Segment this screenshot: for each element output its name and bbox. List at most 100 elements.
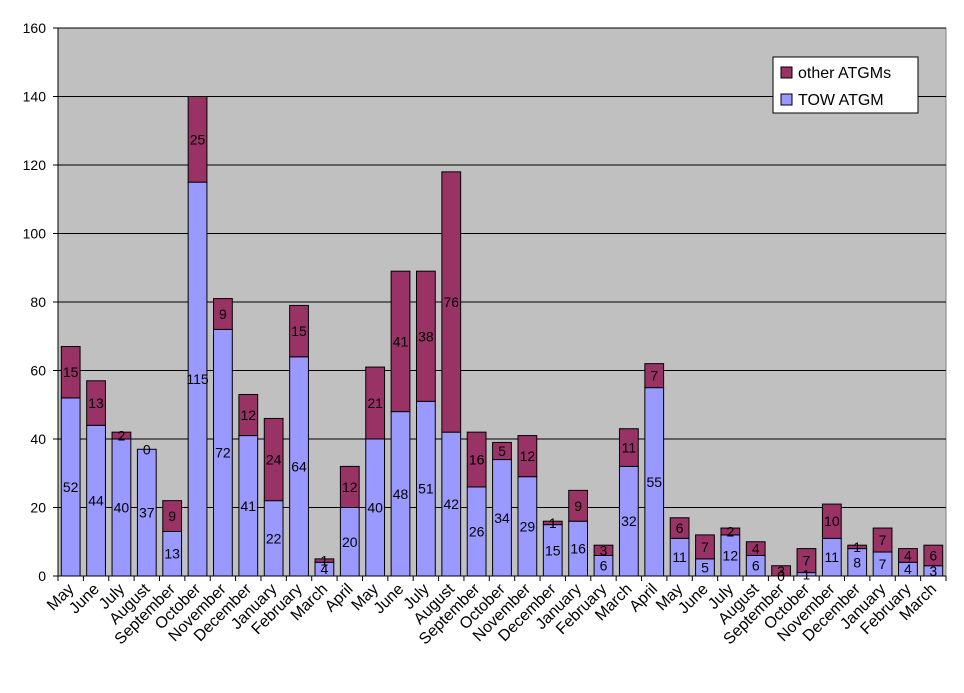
data-label-other-atgms: 9 [168,508,176,524]
y-tick-label: 80 [30,294,46,310]
data-label-tow-atgm: 40 [367,500,383,516]
legend-swatch-other-atgms [780,66,793,79]
data-label-tow-atgm: 4 [321,561,329,577]
data-label-tow-atgm: 13 [164,546,180,562]
data-label-other-atgms: 76 [443,294,459,310]
data-label-other-atgms: 1 [853,539,861,555]
bar-other-atgms [568,489,589,522]
data-label-tow-atgm: 22 [266,530,282,546]
data-label-tow-atgm: 115 [186,371,209,387]
data-label-other-atgms: 4 [904,547,912,563]
data-label-other-atgms: 3 [600,542,608,558]
data-label-tow-atgm: 16 [570,541,586,557]
data-label-tow-atgm: 34 [494,510,510,526]
data-label-other-atgms: 7 [650,368,658,384]
data-label-tow-atgm: 11 [672,549,687,565]
bar-other-atgms [289,304,309,358]
bar-other-atgms [213,298,233,330]
bar-other-atgms [390,270,411,413]
data-label-other-atgms: 9 [219,306,227,322]
bar-other-atgms [314,558,335,563]
bar-other-atgms [847,544,868,550]
data-label-tow-atgm: 51 [418,481,434,497]
data-label-other-atgms: 5 [498,443,506,459]
data-label-other-atgms: 11 [622,440,637,456]
bar-other-atgms [415,270,436,402]
data-label-other-atgms: 13 [88,395,104,411]
data-label-other-atgms: 15 [63,364,79,380]
data-label-other-atgms: 12 [342,479,358,495]
y-tick-label: 120 [23,157,47,173]
data-label-other-atgms: 6 [676,520,684,536]
data-label-tow-atgm: 6 [752,558,760,574]
bar-other-atgms [238,393,259,437]
data-label-tow-atgm: 26 [469,523,485,539]
legend-box [772,56,919,114]
data-label-tow-atgm: 42 [443,496,459,512]
data-label-tow-atgm: 5 [701,559,709,575]
y-tick-label: 40 [30,431,46,447]
data-label-other-atgms: 7 [879,532,887,548]
data-label-tow-atgm: 3 [929,563,937,579]
data-label-other-atgms: 0 [143,441,151,457]
y-tick-label: 0 [38,568,46,584]
data-label-other-atgms: 10 [824,513,840,529]
bar-other-atgms [872,527,893,553]
bar-other-atgms [60,346,81,399]
data-label-other-atgms: 9 [574,498,582,514]
bar-other-atgms [898,548,918,563]
data-label-other-atgms: 6 [929,547,937,563]
x-axis: MayJuneJulyAugustSeptemberOctoberNovembe… [44,576,947,648]
bar-other-atgms [542,520,563,526]
data-label-tow-atgm: 64 [291,458,307,474]
data-label-tow-atgm: 20 [342,534,358,550]
data-label-other-atgms: 21 [367,395,383,411]
data-label-tow-atgm: 41 [240,498,256,514]
data-label-tow-atgm: 11 [825,549,840,565]
bar-other-atgms [492,441,512,461]
data-label-tow-atgm: 6 [600,558,608,574]
data-label-tow-atgm: 40 [114,500,130,516]
bar-other-atgms [441,171,462,433]
y-tick-label: 100 [23,226,47,242]
bar-other-atgms [745,541,766,556]
bar-other-atgms [923,544,944,567]
data-label-other-atgms: 4 [752,541,760,557]
data-label-other-atgms: 24 [266,452,282,468]
data-label-other-atgms: 25 [190,131,206,147]
data-label-other-atgms: 7 [701,539,709,555]
data-label-tow-atgm: 52 [63,479,79,495]
data-label-other-atgms: 16 [469,452,485,468]
bar-other-atgms [695,534,715,560]
bar-other-atgms [669,517,690,539]
bars [60,96,944,577]
data-label-other-atgms: 41 [393,333,409,349]
bar-other-atgms [593,544,614,556]
bar-other-atgms [86,380,106,426]
bar-other-atgms [466,431,487,488]
bar-other-atgms [644,363,665,389]
legend-label-other-atgms: other ATGMs [798,65,891,82]
bar-other-atgms [263,417,284,502]
legend-label-tow-atgm: TOW ATGM [798,92,884,109]
y-axis: 0 20 40 60 80 100 120 140 160 [23,20,58,584]
bar-other-atgms [618,428,639,467]
data-label-tow-atgm: 48 [393,486,409,502]
data-label-other-atgms: 3 [777,563,785,579]
data-label-tow-atgm: 29 [520,518,536,534]
data-label-tow-atgm: 4 [904,561,912,577]
data-label-tow-atgm: 15 [545,542,561,558]
data-label-tow-atgm: 12 [723,547,739,563]
legend: other ATGMs TOW ATGM [772,56,919,114]
bar-other-atgms [796,548,817,574]
data-label-tow-atgm: 37 [139,505,155,521]
bar-other-atgms [821,503,842,539]
bar-other-atgms [720,527,741,536]
bar-other-atgms [517,435,538,478]
y-tick-label: 60 [30,363,46,379]
data-label-tow-atgm: 32 [621,513,637,529]
y-tick-label: 160 [23,20,47,36]
bar-other-atgms [365,366,386,440]
